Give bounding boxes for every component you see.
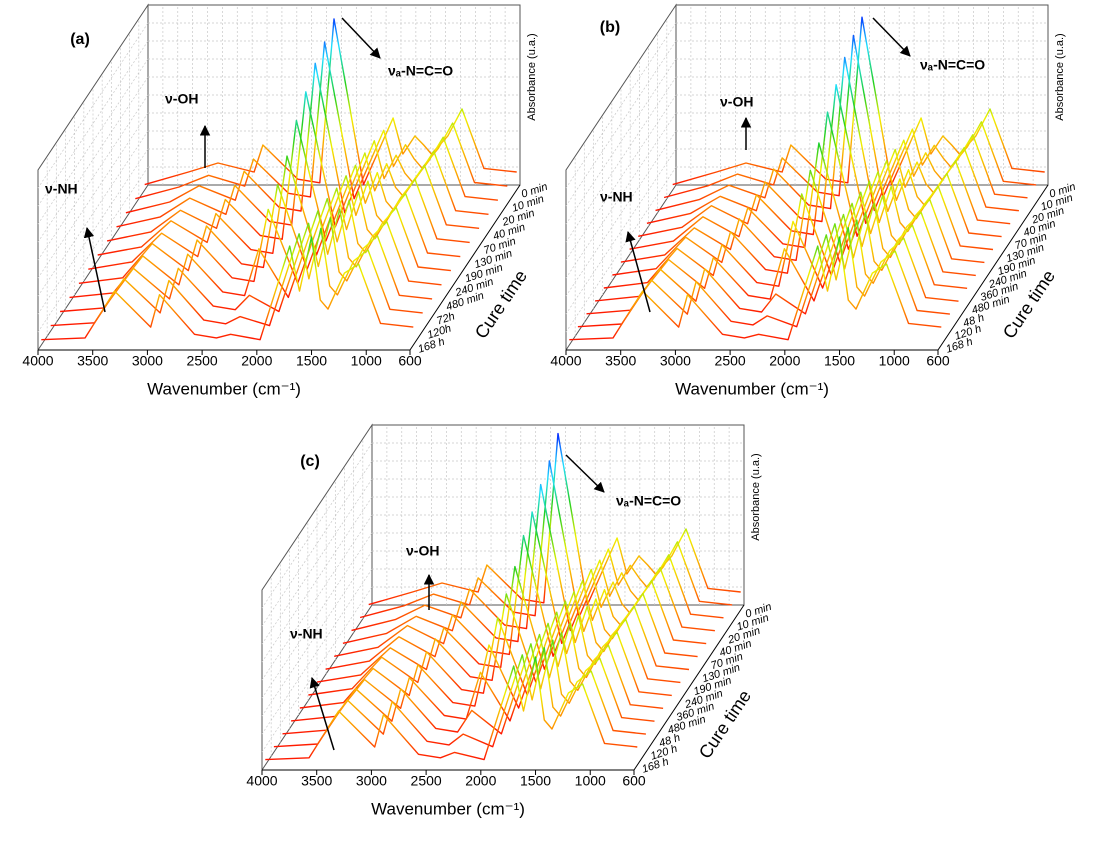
spectrum [663,34,1037,199]
x-tick-label: 3000 [356,773,387,789]
x-tick-label: 2500 [411,773,442,789]
depth-axis [633,604,745,771]
depth-axis [409,184,521,351]
annotation: ν-OH [165,91,198,107]
panel: 4000 3500 3000 2500 2000 1500 1000 600 Wavenumbe… [22,3,549,398]
x-tick-label: 2000 [465,773,496,789]
spectrum [368,432,741,606]
x-tick-label: 4000 [550,353,581,369]
depth-axis [937,184,1049,351]
spectrum [144,18,517,186]
annotation-arrow [83,226,106,313]
x-tick-label: 3500 [301,773,332,789]
x-tick-label: 3500 [77,353,108,369]
spectrum [655,56,1028,212]
x-tick-label: 1000 [879,353,910,369]
x-tick-label: 1500 [296,353,327,369]
spectrum [612,191,985,276]
x-tick-label: 3000 [660,353,691,369]
back-wall [675,4,1049,186]
x-tick-label: 2500 [715,353,746,369]
spectrum [308,611,681,696]
back-wall [147,4,521,186]
x-tick-label: 2000 [769,353,800,369]
annotation: ν-OH [720,94,753,110]
z-axis-label: Absorbance (u.a.) [526,33,538,120]
x-tick-label: 1000 [351,353,382,369]
spectrum [569,236,942,341]
annotation: ν-NH [600,189,633,205]
back-wall [371,424,745,606]
spectrum [273,647,646,748]
panel-label: (b) [600,19,620,36]
spectrum [586,219,959,315]
spectrum [50,227,423,327]
spectrum [646,84,1019,224]
spectrum [334,534,707,657]
panel-label: (a) [70,31,90,48]
x-tick-label: 2500 [187,353,218,369]
spectrum [135,41,508,200]
spectrum [41,236,414,341]
panel: 4000 3500 3000 2500 2000 1500 1000 600 Wavenumbe… [550,3,1077,398]
spectrum [69,208,442,299]
panel: 4000 3500 3000 2500 2000 1500 1000 600 Wavenumbe… [246,423,773,818]
annotation: νₐ-N=C=O [920,57,985,73]
annotation-arrow [625,230,651,313]
cure-time-label: 168 h [416,336,446,356]
spectrum [282,639,655,735]
cure-time-label: 168 h [640,756,670,776]
x-axis-label: Wavenumber (cm⁻¹) [675,379,829,398]
annotation-arrow [565,454,605,493]
cure-time-label: 168 h [944,336,974,356]
annotation: ν-OH [406,543,439,559]
spectrum [316,593,690,683]
x-axis-label: Wavenumber (cm⁻¹) [147,379,301,398]
spectrum [342,511,715,644]
spectrum [125,62,498,214]
annotation-arrow [341,17,381,59]
z-axis-label: Absorbance (u.a.) [750,453,762,540]
x-tick-label: 1000 [575,773,606,789]
spectrum [577,227,950,328]
spectrum [265,656,638,761]
x-tick-label: 3500 [605,353,636,369]
spectrum [620,169,994,263]
spectrum [359,460,733,619]
z-axis-label: Absorbance (u.a.) [1054,33,1066,120]
annotation-arrow [872,17,911,57]
x-tick-label: 4000 [22,353,53,369]
annotation: ν-NH [290,626,323,642]
x-tick-label: 3000 [132,353,163,369]
x-tick-label: 600 [926,353,950,369]
panel-label: (c) [300,453,320,470]
annotation: νₐ-N=C=O [616,493,681,509]
x-tick-label: 600 [398,353,422,369]
annotation-arrow [309,676,335,751]
x-axis-label: Wavenumber (cm⁻¹) [371,799,525,818]
cure-time-label: 72h [435,310,456,327]
x-tick-label: 2000 [241,353,272,369]
x-tick-label: 1500 [520,773,551,789]
annotation: νₐ-N=C=O [388,63,453,79]
spectrum [351,483,724,632]
annotation: ν-NH [45,181,78,197]
x-tick-label: 1500 [824,353,855,369]
x-tick-label: 600 [622,773,646,789]
x-tick-label: 4000 [246,773,277,789]
